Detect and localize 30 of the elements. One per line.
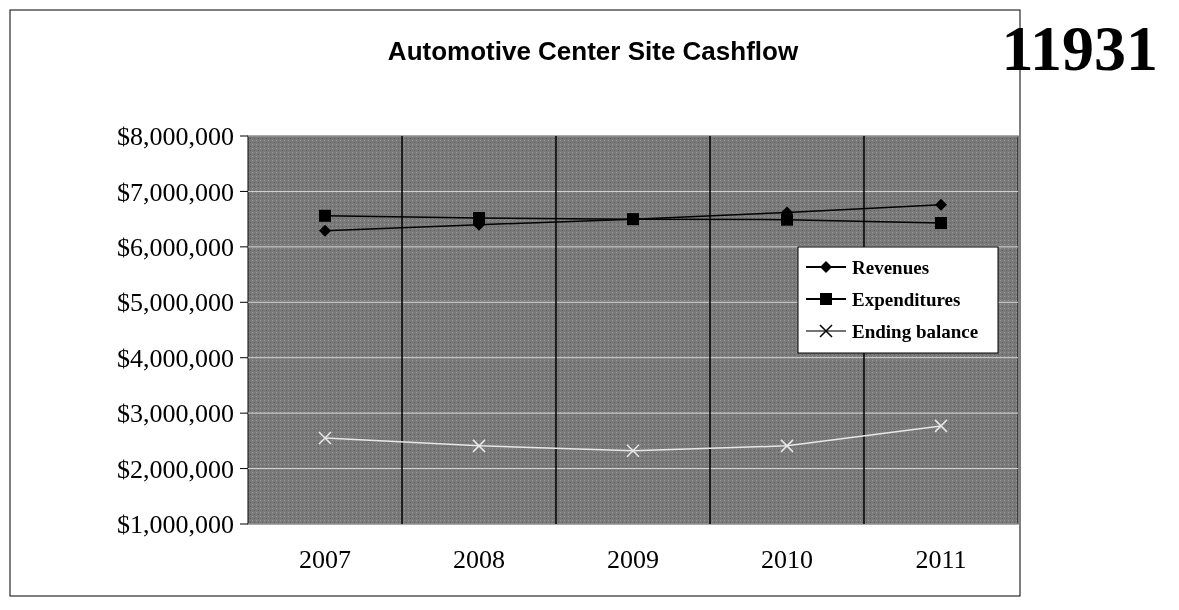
point xyxy=(319,224,331,237)
x-tick-label: 2007 xyxy=(299,545,351,574)
legend-label: Revenues xyxy=(852,256,930,278)
y-tick-label: $1,000,000 xyxy=(117,510,234,540)
x-tick-label: 2010 xyxy=(761,545,813,574)
point xyxy=(935,217,947,230)
x-tick-label: 2009 xyxy=(607,545,659,574)
y-tick-label: $4,000,000 xyxy=(117,343,234,373)
point xyxy=(780,439,794,453)
y-tick-label: $2,000,000 xyxy=(117,454,234,484)
x-tick-label: 2011 xyxy=(915,545,967,574)
point xyxy=(473,212,485,225)
point xyxy=(472,439,486,453)
legend-label: Expenditures xyxy=(852,288,961,310)
y-tick-label: $8,000,000 xyxy=(117,122,234,152)
point xyxy=(935,198,947,211)
point xyxy=(626,444,640,458)
point xyxy=(934,419,948,433)
x-tick-label: 2008 xyxy=(453,545,505,574)
point xyxy=(319,209,331,222)
y-tick-label: $3,000,000 xyxy=(117,399,234,429)
y-tick-label: $5,000,000 xyxy=(117,288,234,318)
legend-label: Ending balance xyxy=(852,320,979,342)
chart-title: Automotive Center Site Cashflow xyxy=(387,36,799,66)
point xyxy=(781,213,793,226)
point xyxy=(627,213,639,226)
y-tick-label: $7,000,000 xyxy=(117,177,234,207)
y-tick-label: $6,000,000 xyxy=(117,232,234,262)
text: 11931 xyxy=(1001,13,1158,84)
point xyxy=(318,431,332,445)
